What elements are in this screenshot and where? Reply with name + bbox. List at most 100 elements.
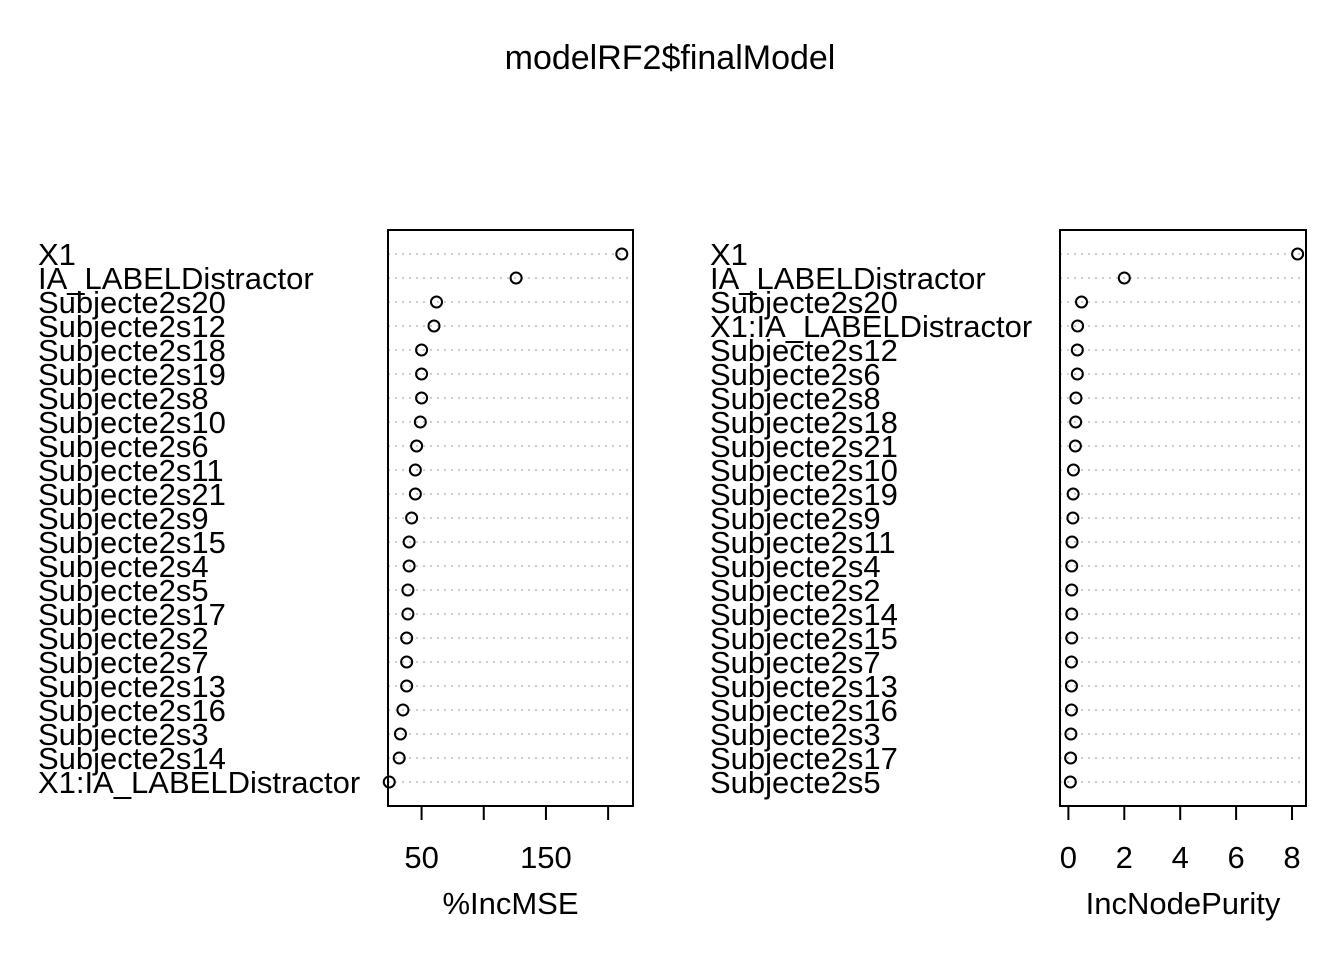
point-x1 [615,247,629,261]
category-label-subjecte2s7: Subjecte2s7 [38,645,209,680]
category-label-subjecte2s3: Subjecte2s3 [38,717,209,752]
category-label-x1-ia-labeldistractor: X1:IA_LABELDistractor [38,765,360,800]
point-subjecte2s17 [401,607,415,621]
category-label-subjecte2s15: Subjecte2s15 [38,525,226,560]
category-label-subjecte2s5: Subjecte2s5 [38,573,209,608]
point-subjecte2s8 [415,391,429,405]
point-subjecte2s2 [400,631,414,645]
category-label-subjecte2s18: Subjecte2s18 [710,405,898,440]
plot-frame [387,229,634,807]
x-axis-label: IncNodePurity [1086,886,1281,921]
category-label-subjecte2s11: Subjecte2s11 [38,453,224,488]
category-label-subjecte2s6: Subjecte2s6 [710,357,881,392]
point-subjecte2s2 [1065,583,1079,597]
category-label-subjecte2s13: Subjecte2s13 [710,669,898,704]
point-subjecte2s20 [1075,295,1089,309]
category-label-subjecte2s14: Subjecte2s14 [710,597,898,632]
point-subjecte2s14 [392,751,406,765]
category-label-subjecte2s6: Subjecte2s6 [38,429,209,464]
category-label-subjecte2s2: Subjecte2s2 [710,573,881,608]
point-subjecte2s5 [1063,775,1077,789]
category-label-subjecte2s14: Subjecte2s14 [38,741,226,776]
category-label-subjecte2s12: Subjecte2s12 [38,309,226,344]
category-label-subjecte2s8: Subjecte2s8 [710,381,881,416]
category-label-subjecte2s15: Subjecte2s15 [710,621,898,656]
point-subjecte2s9 [405,511,419,525]
point-subjecte2s3 [1064,727,1078,741]
point-subjecte2s15 [1065,631,1079,645]
point-x1-ia-labeldistractor [382,775,396,789]
point-subjecte2s15 [402,535,416,549]
x-tick-label-4: 4 [1172,840,1189,875]
plot-frame [1059,229,1307,807]
category-label-subjecte2s2: Subjecte2s2 [38,621,209,656]
point-subjecte2s11 [408,463,422,477]
category-label-subjecte2s13: Subjecte2s13 [38,669,226,704]
point-subjecte2s8 [1069,391,1083,405]
category-label-ia-labeldistractor: IA_LABELDistractor [710,261,986,296]
point-subjecte2s6 [1070,367,1084,381]
point-subjecte2s18 [1069,415,1083,429]
point-subjecte2s9 [1066,511,1080,525]
point-ia-labeldistractor [509,271,523,285]
point-subjecte2s7 [400,655,414,669]
category-label-subjecte2s21: Subjecte2s21 [710,429,898,464]
point-ia-labeldistractor [1117,271,1131,285]
point-x1-ia-labeldistractor [1071,319,1085,333]
category-label-x1: X1 [710,237,748,272]
point-subjecte2s13 [1064,679,1078,693]
point-subjecte2s4 [1065,559,1079,573]
category-label-subjecte2s11: Subjecte2s11 [710,525,896,560]
category-label-subjecte2s21: Subjecte2s21 [38,477,226,512]
category-label-subjecte2s19: Subjecte2s19 [710,477,898,512]
point-x1 [1291,247,1305,261]
category-label-subjecte2s20: Subjecte2s20 [38,285,226,320]
x-tick-label-150: 150 [520,840,572,875]
category-label-subjecte2s20: Subjecte2s20 [710,285,898,320]
point-subjecte2s14 [1065,607,1079,621]
category-label-subjecte2s4: Subjecte2s4 [38,549,209,584]
point-subjecte2s16 [1064,703,1078,717]
category-label-subjecte2s19: Subjecte2s19 [38,357,226,392]
point-subjecte2s10 [1066,463,1080,477]
x-tick-label-6: 6 [1227,840,1244,875]
point-subjecte2s21 [1068,439,1082,453]
point-subjecte2s10 [413,415,427,429]
category-label-subjecte2s9: Subjecte2s9 [710,501,881,536]
point-subjecte2s21 [408,487,422,501]
point-subjecte2s19 [415,367,429,381]
point-subjecte2s6 [410,439,424,453]
point-subjecte2s18 [415,343,429,357]
category-label-subjecte2s12: Subjecte2s12 [710,333,898,368]
category-label-subjecte2s17: Subjecte2s17 [38,597,226,632]
category-label-subjecte2s18: Subjecte2s18 [38,333,226,368]
x-tick-label-8: 8 [1283,840,1300,875]
incnodepurity-panel: X1IA_LABELDistractorSubjecte2s20X1:IA_LA… [710,229,1307,921]
category-label-x1: X1 [38,237,76,272]
point-subjecte2s12 [427,319,441,333]
x-tick-label-0: 0 [1060,840,1077,875]
point-subjecte2s13 [400,679,414,693]
x-axis-label: %IncMSE [442,886,578,921]
point-subjecte2s20 [430,295,444,309]
point-subjecte2s5 [401,583,415,597]
point-subjecte2s7 [1064,655,1078,669]
figure-title: modelRF2$finalModel [505,39,836,77]
category-label-subjecte2s16: Subjecte2s16 [710,693,898,728]
category-label-subjecte2s5: Subjecte2s5 [710,765,881,800]
category-label-subjecte2s16: Subjecte2s16 [38,693,226,728]
category-label-subjecte2s17: Subjecte2s17 [710,741,898,776]
x-tick-label-50: 50 [404,840,438,875]
point-subjecte2s17 [1064,751,1078,765]
category-label-subjecte2s10: Subjecte2s10 [38,405,226,440]
category-label-x1-ia-labeldistractor: X1:IA_LABELDistractor [710,309,1032,344]
point-subjecte2s3 [393,727,407,741]
point-subjecte2s4 [402,559,416,573]
category-label-subjecte2s9: Subjecte2s9 [38,501,209,536]
point-subjecte2s12 [1070,343,1084,357]
category-label-subjecte2s3: Subjecte2s3 [710,717,881,752]
point-subjecte2s16 [396,703,410,717]
category-label-ia-labeldistractor: IA_LABELDistractor [38,261,314,296]
category-label-subjecte2s7: Subjecte2s7 [710,645,881,680]
